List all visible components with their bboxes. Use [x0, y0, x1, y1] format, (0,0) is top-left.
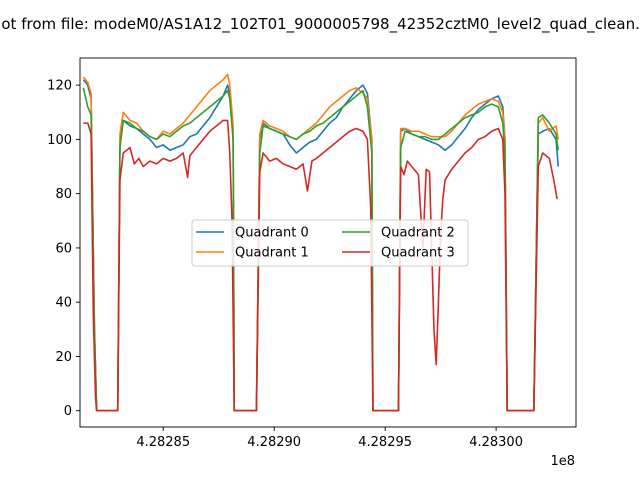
- x-tick-label: 4.28285: [136, 435, 190, 450]
- series-line-quadrant-0: [82, 79, 560, 412]
- x-tick-label: 4.28295: [358, 435, 412, 450]
- x-tick-label: 4.28300: [469, 435, 523, 450]
- y-tick-label: 0: [64, 404, 72, 419]
- axes-frame: [79, 57, 577, 428]
- x-axis-offset-label: 1e8: [550, 454, 575, 469]
- chart-title: Plot from file: modeM0/AS1A12_102T01_900…: [0, 15, 640, 34]
- legend: Quadrant 0 Quadrant 1 Quadrant 2 Quadrant 3: [191, 219, 469, 267]
- plot-area: [82, 73, 560, 412]
- y-tick-label: 100: [47, 133, 72, 148]
- legend-label-quadrant-3: Quadrant 3: [381, 246, 455, 261]
- legend-label-quadrant-1: Quadrant 1: [235, 246, 309, 261]
- series-line-quadrant-3: [83, 119, 558, 412]
- legend-label-quadrant-0: Quadrant 0: [235, 226, 309, 241]
- y-tick-label: 120: [47, 79, 72, 94]
- y-tick-label: 80: [55, 187, 72, 202]
- legend-label-quadrant-2: Quadrant 2: [381, 226, 455, 241]
- x-tick-label: 4.28290: [247, 435, 301, 450]
- y-tick-label: 40: [55, 296, 72, 311]
- axes: 0 20 40 60 80 100 120 4.28285 4.28290 4.28295 4.28…: [47, 57, 577, 450]
- y-tick-label: 60: [55, 241, 72, 256]
- series-line-quadrant-2: [82, 87, 560, 412]
- y-tick-label: 20: [55, 350, 72, 365]
- legend-box: [191, 219, 469, 267]
